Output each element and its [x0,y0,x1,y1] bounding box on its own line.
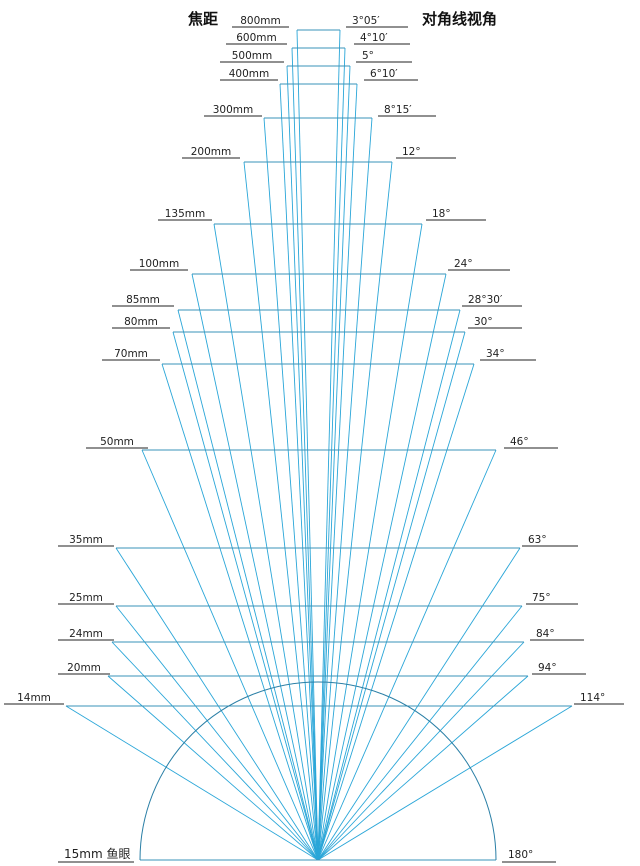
ray-line [317,161,393,861]
focal-length-label: 200mm [191,146,232,158]
ray-line [141,449,319,861]
fisheye-arc [139,681,497,861]
focal-length-label: 500mm [232,50,273,62]
ray-line [115,605,319,861]
ray-line [213,223,319,861]
focal-length-title: 焦距 [187,10,218,28]
ray-line [317,641,525,861]
angle-of-view-label: 75° [532,592,551,604]
ray-line [243,161,319,861]
focal-length-label: 35mm [69,534,103,546]
ray-line [317,65,351,861]
fisheye-labels: 15mm 鱼眼 180° [58,847,556,863]
angle-of-view-title: 对角线视角 [422,10,497,28]
angle-of-view-label: 12° [402,146,421,158]
focal-length-label: 20mm [67,662,101,674]
ray-lines [65,29,573,861]
ray-line [111,641,319,861]
ray-line [317,605,523,861]
angle-of-view-label: 63° [528,534,547,546]
ray-line [172,331,319,861]
ray-line [317,309,461,861]
ray-line [317,117,373,861]
angle-of-view-label: 5° [362,50,374,62]
angle-of-view-label: 84° [536,628,555,640]
focal-length-label: 70mm [114,348,148,360]
ray-line [317,223,423,861]
fisheye-focal-label: 15mm 鱼眼 [64,847,130,861]
angle-of-view-label: 30° [474,316,493,328]
ray-line [65,705,319,861]
angle-of-view-label: 6°10′ [370,68,398,80]
angle-of-view-label: 24° [454,258,473,270]
angle-of-view-label: 46° [510,436,529,448]
ray-line [317,47,346,861]
focal-length-label: 100mm [139,258,180,270]
ray-line [317,29,341,861]
ray-line [161,363,319,861]
angle-of-view-label: 94° [538,662,557,674]
focal-length-label: 50mm [100,436,134,448]
angle-of-view-label: 28°30′ [468,294,503,306]
focal-length-label: 14mm [17,692,51,704]
ray-line [296,29,319,861]
ray-line [263,117,319,861]
angle-of-view-label: 4°10′ [360,32,388,44]
ray-line [286,65,319,861]
ray-line [317,449,497,861]
ray-line [107,675,319,861]
label-group: 800mm 3°05′ 600mm 4°10′ 500mm 5° 400mm 6°10′ 300… [4,15,624,705]
angle-of-view-label: 34° [486,348,505,360]
chord-lines [66,29,572,707]
angle-of-view-label: 8°15′ [384,104,412,116]
ray-line [291,47,319,861]
focal-length-label: 400mm [229,68,270,80]
focal-length-label: 85mm [126,294,160,306]
angle-of-view-label: 3°05′ [352,15,380,27]
angle-of-view-label: 114° [580,692,605,704]
ray-line [317,705,573,861]
ray-line [279,83,319,861]
ray-line [115,547,319,861]
focal-length-label: 600mm [236,32,277,44]
angle-of-view-label: 18° [432,208,451,220]
focal-length-label: 80mm [124,316,158,328]
ray-line [317,363,475,861]
ray-line [317,547,521,861]
ray-line [317,83,358,861]
focal-length-label: 800mm [240,15,281,27]
ray-line [317,331,466,861]
focal-length-label: 135mm [165,208,206,220]
ray-line [177,309,319,861]
ray-line [317,675,529,861]
focal-length-label: 25mm [69,592,103,604]
fisheye-angle-label: 180° [508,849,533,861]
ray-line [317,273,447,861]
focal-length-label: 300mm [213,104,254,116]
ray-line [191,273,319,861]
focal-length-label: 24mm [69,628,103,640]
